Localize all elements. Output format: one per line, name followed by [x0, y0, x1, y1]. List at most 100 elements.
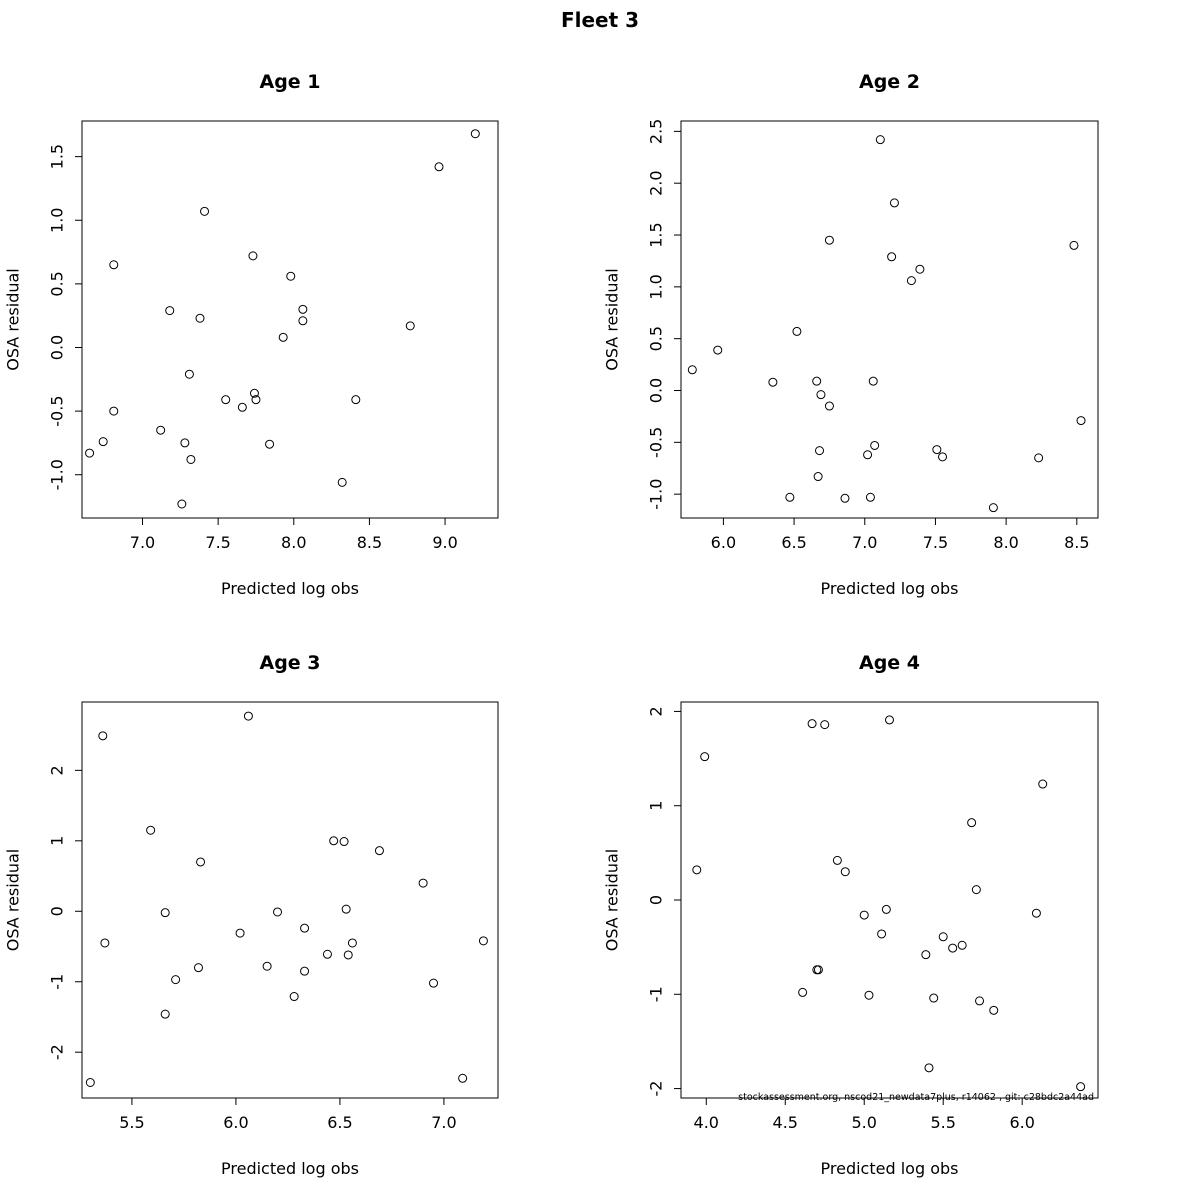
- data-point: [824, 401, 834, 411]
- data-point: [1034, 453, 1044, 463]
- x-tick-label: 8.5: [357, 533, 382, 552]
- footer-note: stockassessment.org, nscod21_newdata7plu…: [738, 1092, 1094, 1103]
- data-point: [938, 932, 948, 942]
- data-point: [868, 376, 878, 386]
- panel-title: Age 3: [259, 652, 320, 674]
- data-point: [948, 943, 958, 953]
- data-point: [262, 961, 272, 971]
- x-tick-label: 8.0: [993, 533, 1018, 552]
- data-point: [1076, 1082, 1086, 1092]
- data-point: [85, 448, 95, 458]
- y-axis-label: OSA residual: [4, 268, 23, 370]
- data-point: [156, 425, 166, 435]
- y-tick-label: 0: [48, 906, 67, 916]
- data-point: [221, 395, 231, 405]
- data-point: [938, 452, 948, 462]
- data-point: [813, 472, 823, 482]
- data-point: [289, 992, 299, 1002]
- y-axis-label: OSA residual: [603, 268, 622, 370]
- y-tick-label: 0.0: [48, 335, 67, 360]
- y-tick-label: 1.5: [48, 144, 67, 169]
- y-axis: -2 -1 0 1 2: [647, 706, 682, 1097]
- data-point: [300, 966, 310, 976]
- y-tick-label: 0.5: [48, 271, 67, 296]
- data-point: [820, 720, 830, 730]
- data-point: [273, 907, 283, 917]
- y-tick-label: 1.0: [48, 208, 67, 233]
- data-point: [265, 439, 275, 449]
- data-point: [300, 923, 310, 933]
- x-tick-label: 6.0: [1009, 1113, 1034, 1132]
- data-point: [824, 235, 834, 245]
- data-point: [298, 316, 308, 326]
- panel-title: Age 1: [259, 71, 320, 93]
- data-point: [160, 1009, 170, 1019]
- data-point: [109, 260, 119, 270]
- x-axis: 7.0 7.5 8.0 8.5 9.0: [130, 517, 458, 552]
- data-point: [687, 365, 697, 375]
- y-tick-label: 1.0: [647, 274, 666, 299]
- y-axis: -1.0 -0.5 0.0 0.5 1.0 1.5: [48, 144, 83, 490]
- y-tick-label: -0.5: [647, 427, 666, 458]
- data-point: [832, 855, 842, 865]
- data-point: [98, 437, 108, 447]
- y-axis-label: OSA residual: [603, 849, 622, 951]
- data-points: [687, 135, 1086, 513]
- x-tick-label: 7.0: [130, 533, 155, 552]
- x-tick-label: 7.5: [205, 533, 230, 552]
- y-tick-label: 0.5: [647, 326, 666, 351]
- x-tick-label: 6.5: [327, 1113, 352, 1132]
- x-axis-label: Predicted log obs: [221, 579, 359, 598]
- data-point: [816, 390, 826, 400]
- data-point: [885, 715, 894, 725]
- data-point: [875, 135, 885, 145]
- data-point: [870, 440, 880, 450]
- data-point: [458, 1073, 468, 1083]
- x-tick-label: 5.5: [930, 1113, 955, 1132]
- x-tick-label: 6.0: [223, 1113, 248, 1132]
- panel-title: Age 4: [859, 652, 920, 674]
- x-axis: 5.5 6.0 6.5 7.0: [119, 1097, 457, 1132]
- y-axis: -2 -1 0 1 2: [48, 765, 83, 1060]
- data-point: [815, 446, 825, 456]
- data-point: [347, 938, 357, 948]
- data-point: [859, 910, 869, 920]
- data-point: [887, 252, 897, 262]
- x-tick-label: 7.0: [852, 533, 877, 552]
- x-tick-label: 5.0: [852, 1113, 877, 1132]
- data-point: [237, 402, 247, 412]
- data-point: [924, 1063, 934, 1073]
- data-point: [971, 885, 981, 895]
- x-axis-label: Predicted log obs: [821, 1159, 959, 1178]
- data-point: [881, 904, 891, 914]
- data-point: [343, 950, 353, 960]
- y-tick-label: 1.5: [647, 222, 666, 247]
- y-tick-label: -0.5: [48, 396, 67, 427]
- y-tick-label: 2.0: [647, 170, 666, 195]
- data-point: [478, 936, 488, 946]
- data-point: [792, 326, 802, 336]
- data-point: [98, 731, 108, 741]
- x-tick-label: 6.0: [711, 533, 736, 552]
- x-axis-label: Predicted log obs: [221, 1159, 359, 1178]
- data-point: [329, 836, 339, 846]
- data-point: [840, 493, 850, 503]
- data-point: [109, 406, 119, 416]
- data-point: [915, 264, 925, 274]
- data-point: [374, 846, 384, 856]
- data-point: [429, 978, 439, 988]
- data-point: [434, 162, 444, 172]
- data-point: [470, 129, 480, 139]
- data-point: [700, 752, 710, 762]
- data-point: [278, 332, 288, 342]
- data-point: [840, 867, 850, 877]
- x-tick-label: 7.0: [431, 1113, 456, 1132]
- y-tick-label: -2: [48, 1044, 67, 1060]
- y-tick-label: -1.0: [48, 459, 67, 490]
- data-point: [1076, 416, 1086, 426]
- data-point: [812, 376, 822, 386]
- plot-frame: [81, 120, 499, 519]
- y-tick-label: -1.0: [647, 479, 666, 510]
- y-tick-label: 0: [647, 895, 666, 905]
